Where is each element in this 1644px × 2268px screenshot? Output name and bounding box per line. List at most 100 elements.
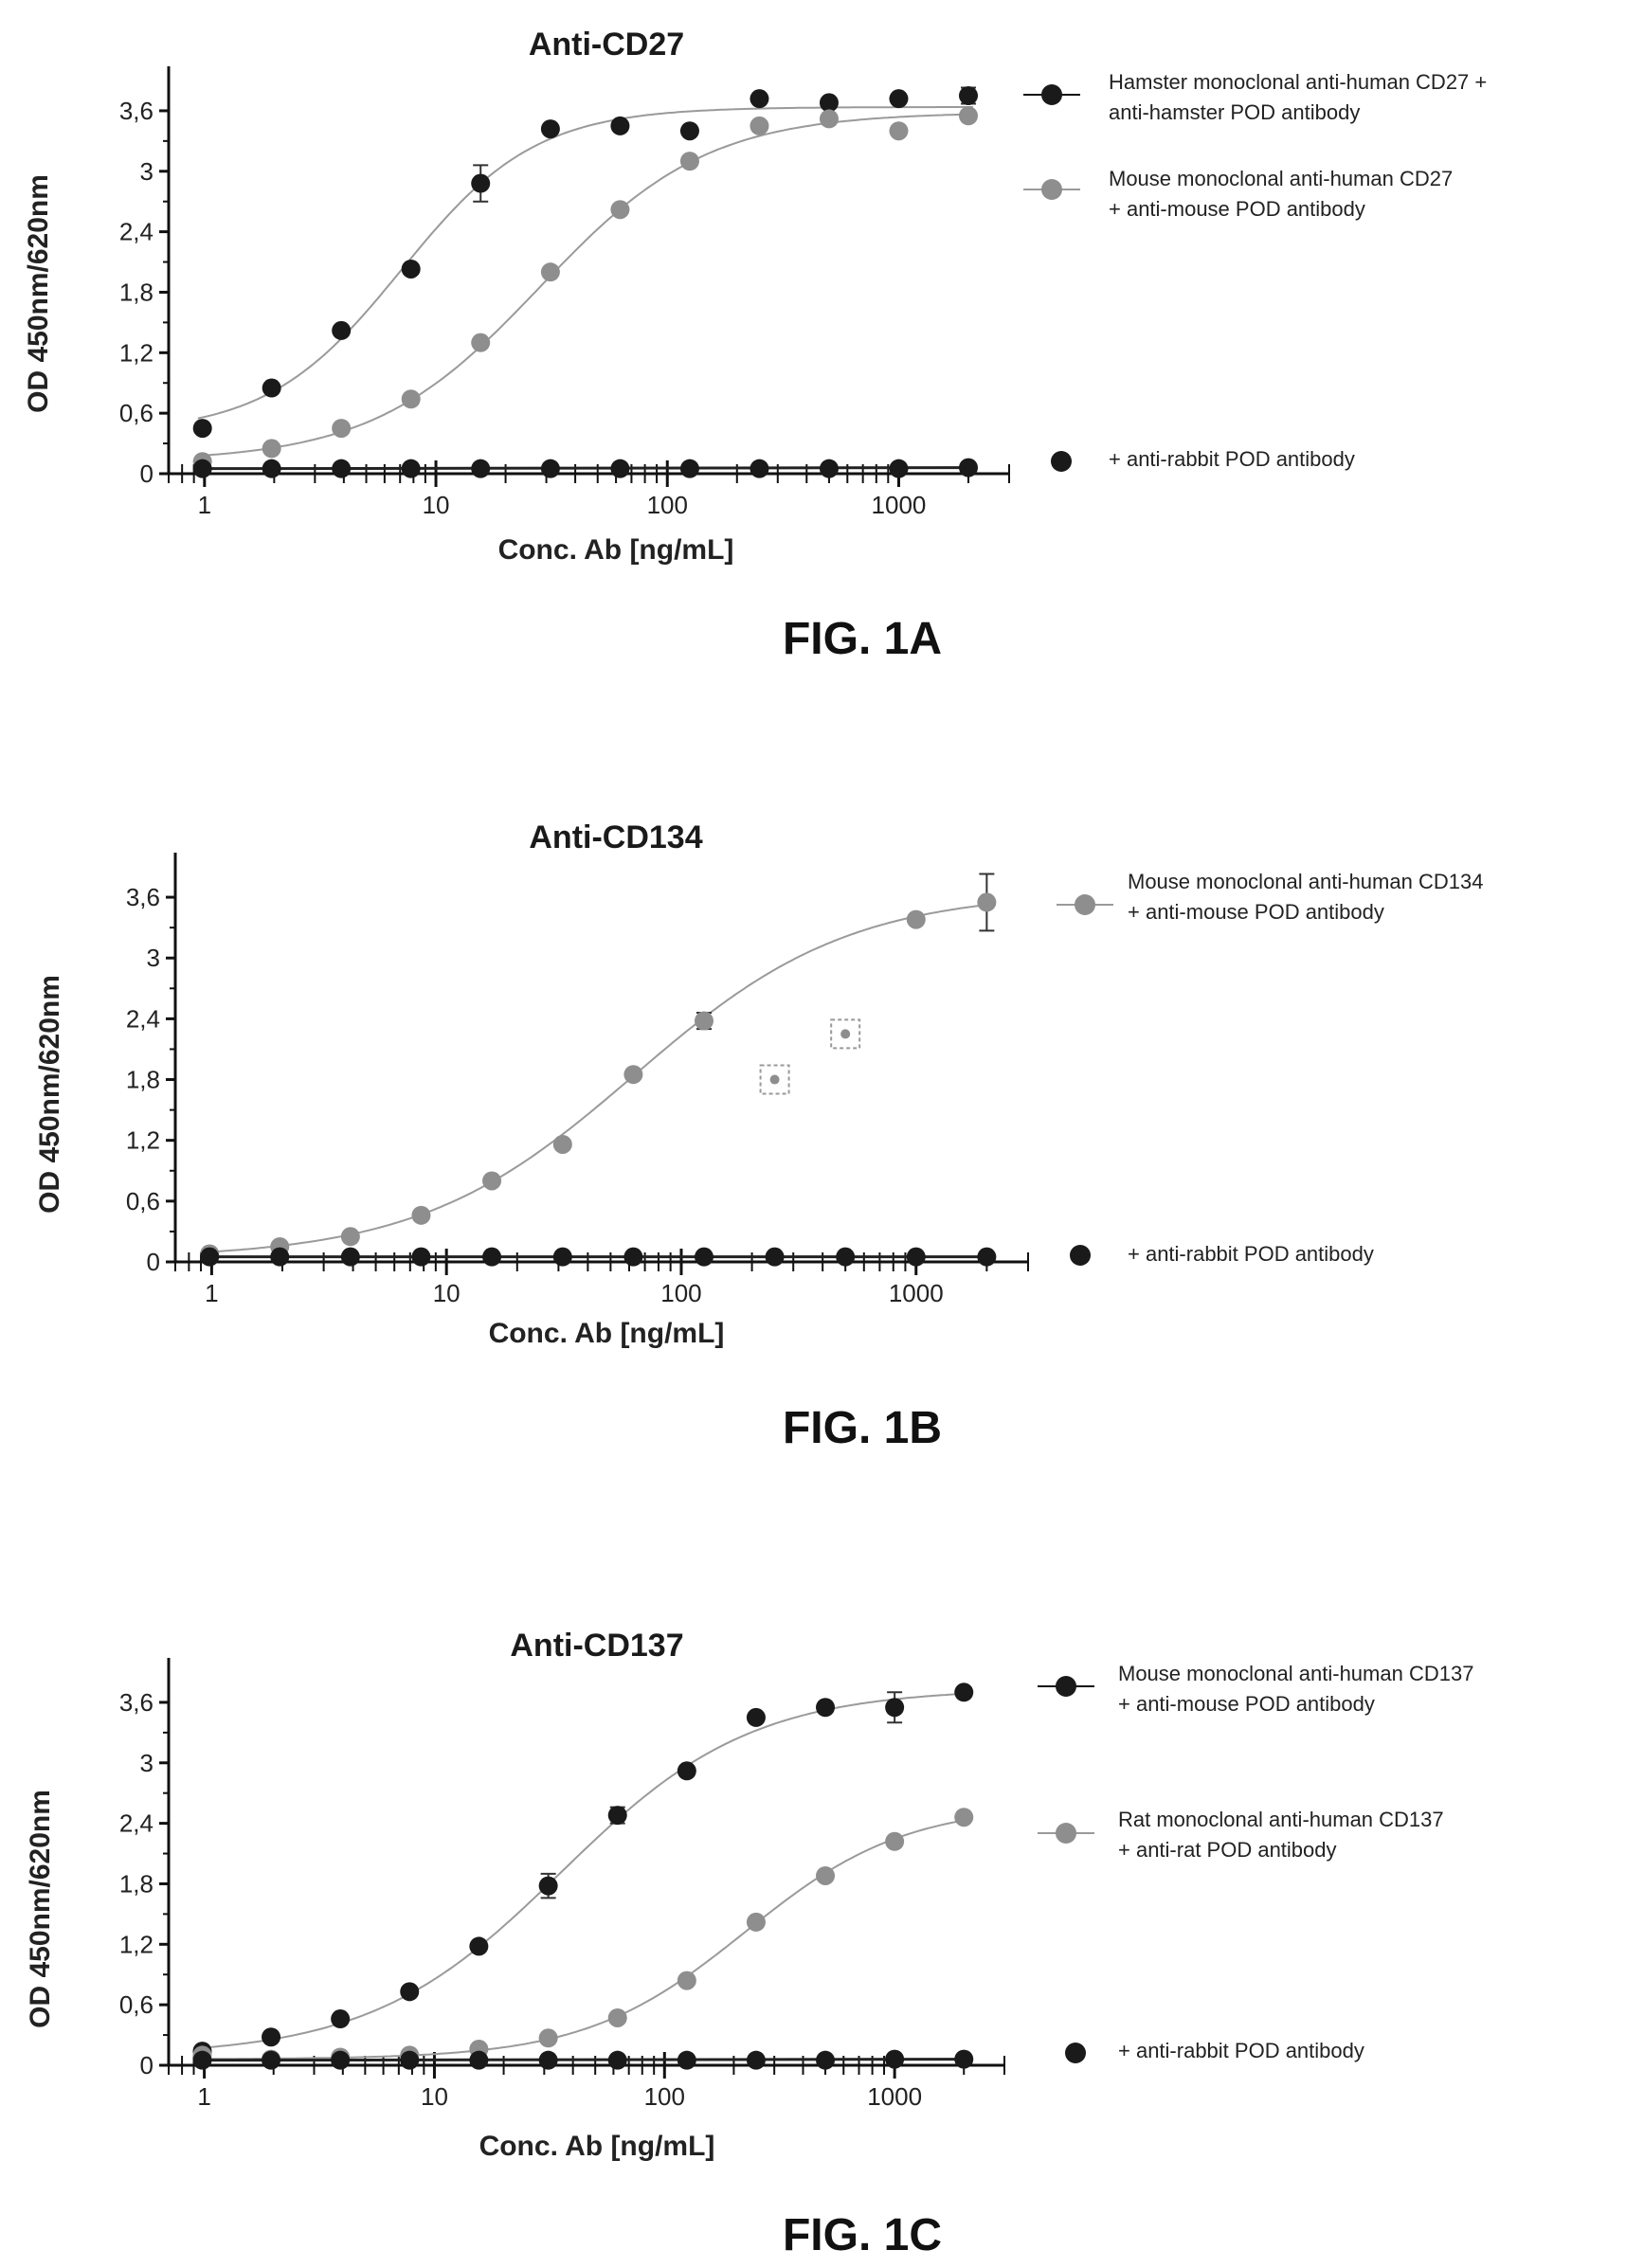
y-tick-label: 1,2 — [126, 1126, 160, 1155]
series-0 — [192, 1683, 974, 2061]
series-2 — [192, 2049, 974, 2070]
data-point — [332, 419, 352, 439]
legend-text: + anti-rabbit POD antibody — [1128, 1242, 1374, 1266]
figure-1c: Anti-CD137 Conc. Ab [ng/mL] OD 450nm/620… — [0, 1592, 1644, 2268]
chart-anti-cd134: Anti-CD134 Conc. Ab [ng/mL] OD 450nm/620… — [34, 819, 1483, 1453]
data-point — [694, 1011, 714, 1031]
x-tick-label: 1000 — [872, 491, 927, 519]
legend-marker — [1070, 1245, 1091, 1266]
data-point — [540, 459, 560, 478]
data-point — [816, 2050, 836, 2070]
series-1 — [759, 1018, 861, 1095]
y-tick-label: 0 — [140, 459, 154, 488]
data-point — [958, 458, 978, 477]
data-point — [607, 2050, 627, 2070]
figure-1a: Anti-CD27 Conc. Ab [ng/mL] OD 450nm/620n… — [0, 0, 1644, 720]
data-point — [677, 1971, 696, 1990]
data-point — [954, 2049, 974, 2069]
series-0 — [200, 873, 997, 1264]
data-point — [610, 116, 630, 135]
x-tick-label: 1000 — [889, 1279, 944, 1307]
data-point — [262, 459, 281, 478]
legend-text: Mouse monoclonal anti-human CD137 — [1118, 1662, 1473, 1685]
legend-marker — [1056, 1823, 1076, 1844]
data-point — [679, 152, 699, 171]
data-point — [482, 1171, 502, 1191]
data-point — [746, 1707, 766, 1727]
legend-marker — [1065, 2043, 1086, 2063]
data-point — [340, 1227, 360, 1247]
data-point — [332, 320, 352, 340]
data-point — [769, 1074, 780, 1085]
data-point — [262, 439, 281, 459]
data-point — [906, 1247, 926, 1267]
data-point — [607, 1806, 627, 1826]
y-tick-label: 3 — [140, 1749, 154, 1777]
chart-title: Anti-CD134 — [529, 819, 702, 855]
data-point — [679, 121, 699, 141]
data-point — [552, 1247, 572, 1267]
fit-curve — [197, 106, 973, 420]
data-point — [840, 1029, 851, 1039]
y-tick-label: 1,2 — [119, 1930, 154, 1958]
y-tick-label: 0,6 — [119, 1990, 154, 2019]
data-point — [331, 2009, 351, 2029]
data-point — [819, 109, 839, 129]
data-point — [677, 1761, 696, 1781]
y-tick-label: 3,6 — [126, 883, 160, 911]
y-tick-label: 3,6 — [119, 97, 154, 125]
y-tick-label: 2,4 — [119, 218, 154, 246]
data-point — [482, 1247, 502, 1267]
data-point — [538, 2028, 558, 2048]
data-point — [746, 1912, 766, 1932]
y-tick-label: 1,8 — [126, 1066, 160, 1094]
figure-1b: Anti-CD134 Conc. Ab [ng/mL] OD 450nm/620… — [0, 777, 1644, 1497]
data-point — [623, 1065, 643, 1085]
data-point — [262, 2027, 281, 2047]
data-point — [889, 89, 909, 109]
fit-curve — [197, 113, 973, 458]
x-tick-label: 10 — [423, 491, 450, 519]
data-point — [906, 909, 926, 929]
chart-anti-cd27: Anti-CD27 Conc. Ab [ng/mL] OD 450nm/620n… — [23, 27, 1487, 664]
x-tick-label: 100 — [660, 1279, 701, 1307]
data-point — [885, 1698, 905, 1718]
x-tick-label: 1 — [198, 491, 211, 519]
data-point — [746, 2050, 766, 2070]
x-axis-label: Conc. Ab [ng/mL] — [498, 534, 734, 566]
y-tick-label: 1,8 — [119, 278, 154, 306]
data-point — [885, 1831, 905, 1851]
data-point — [332, 459, 352, 478]
legend-marker — [1041, 84, 1062, 105]
excluded-box — [759, 1064, 790, 1095]
data-point — [819, 459, 839, 478]
y-tick-label: 3,6 — [119, 1688, 154, 1717]
y-tick-label: 2,4 — [126, 1004, 160, 1033]
data-point — [885, 2049, 905, 2069]
legend-text: + anti-mouse POD antibody — [1128, 900, 1384, 924]
x-tick-label: 100 — [644, 2082, 685, 2111]
data-point — [552, 1134, 572, 1154]
legend-text: + anti-mouse POD antibody — [1118, 1692, 1375, 1716]
data-point — [889, 121, 909, 141]
data-point — [977, 1247, 997, 1267]
data-point — [331, 2050, 351, 2070]
legend-text: + anti-rabbit POD antibody — [1118, 2039, 1364, 2062]
data-point — [816, 1698, 836, 1718]
data-point — [471, 333, 491, 352]
x-axis-label: Conc. Ab [ng/mL] — [489, 1318, 725, 1349]
legend-text: Mouse monoclonal anti-human CD27 — [1109, 167, 1453, 190]
data-point — [262, 378, 281, 398]
y-tick-label: 0 — [140, 2051, 154, 2079]
data-point — [538, 1876, 558, 1896]
data-point — [401, 389, 421, 409]
legend-marker — [1075, 894, 1095, 915]
data-point — [750, 459, 769, 478]
x-tick-label: 10 — [421, 2082, 448, 2111]
x-tick-label: 100 — [647, 491, 688, 519]
baseline-line — [202, 466, 968, 471]
legend-marker — [1041, 179, 1062, 200]
data-point — [192, 459, 212, 478]
data-point — [400, 1982, 420, 2002]
series-0 — [192, 85, 978, 439]
